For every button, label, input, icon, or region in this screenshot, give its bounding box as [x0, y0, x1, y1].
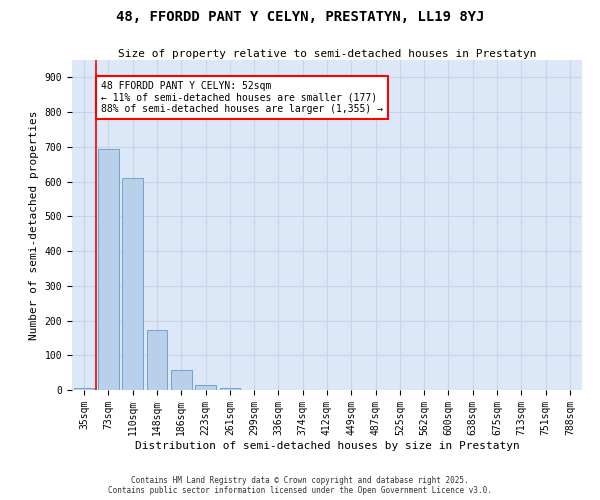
Bar — [122, 178, 143, 390]
Text: 48 FFORDD PANT Y CELYN: 52sqm
← 11% of semi-detached houses are smaller (177)
88: 48 FFORDD PANT Y CELYN: 52sqm ← 11% of s… — [101, 81, 383, 114]
Bar — [146, 330, 167, 390]
Bar — [171, 370, 191, 390]
Text: 48, FFORDD PANT Y CELYN, PRESTATYN, LL19 8YJ: 48, FFORDD PANT Y CELYN, PRESTATYN, LL19… — [116, 10, 484, 24]
Y-axis label: Number of semi-detached properties: Number of semi-detached properties — [29, 110, 39, 340]
Bar — [220, 388, 240, 390]
Bar — [195, 385, 216, 390]
Bar — [74, 388, 94, 390]
Bar — [98, 150, 119, 390]
X-axis label: Distribution of semi-detached houses by size in Prestatyn: Distribution of semi-detached houses by … — [134, 440, 520, 450]
Title: Size of property relative to semi-detached houses in Prestatyn: Size of property relative to semi-detach… — [118, 49, 536, 59]
Text: Contains HM Land Registry data © Crown copyright and database right 2025.
Contai: Contains HM Land Registry data © Crown c… — [108, 476, 492, 495]
